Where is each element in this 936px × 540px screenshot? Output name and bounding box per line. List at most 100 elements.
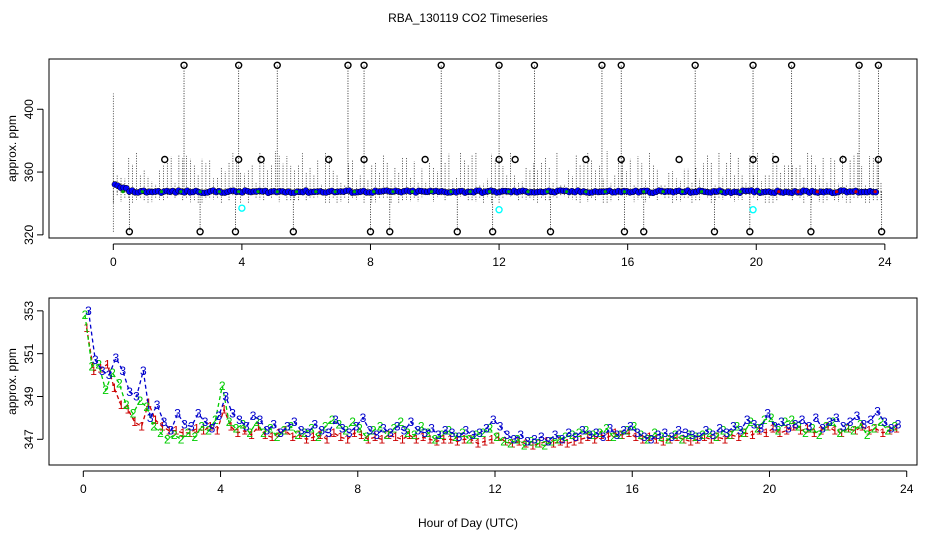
series-marker-3: 3 — [737, 424, 744, 438]
series-marker-3: 3 — [867, 413, 874, 427]
series-marker-1: 1 — [584, 430, 591, 444]
series-marker-2: 2 — [679, 432, 686, 446]
series-marker-2: 2 — [569, 428, 576, 442]
series-marker-2: 2 — [514, 432, 521, 446]
series-marker-2: 2 — [384, 428, 391, 442]
series-marker-3: 3 — [504, 428, 511, 442]
series-marker-2: 2 — [535, 437, 542, 451]
x-tick-label: 8 — [367, 255, 374, 269]
series-marker-3: 3 — [812, 411, 819, 425]
series-marker-2: 2 — [438, 428, 445, 442]
series-marker-3: 3 — [579, 424, 586, 438]
series-marker-3: 3 — [806, 419, 813, 433]
series-marker-3: 3 — [888, 422, 895, 436]
series-marker-3: 3 — [511, 432, 518, 446]
outlier-point — [386, 228, 394, 236]
x-tick-label: 4 — [239, 255, 246, 269]
series-marker-2: 2 — [596, 426, 603, 440]
series-marker-2: 2 — [95, 357, 102, 371]
outlier-point — [437, 61, 445, 69]
series-marker-3: 3 — [161, 415, 168, 429]
series-marker-2: 2 — [576, 426, 583, 440]
series-marker-2: 2 — [219, 379, 226, 393]
series-marker-3: 3 — [414, 424, 421, 438]
series-marker-1: 1 — [166, 424, 173, 438]
series-marker-2: 2 — [816, 428, 823, 442]
data-point — [564, 190, 569, 194]
series-marker-1: 1 — [852, 424, 859, 438]
series-marker-1: 1 — [152, 413, 159, 427]
series-marker-1: 1 — [879, 426, 886, 440]
series-marker-3: 3 — [565, 426, 572, 440]
outlier-point — [640, 228, 648, 236]
series-marker-1: 1 — [790, 419, 797, 433]
series-marker-2: 2 — [349, 415, 356, 429]
x-tick-label: 24 — [900, 482, 914, 496]
series-marker-3: 3 — [222, 389, 229, 403]
series-marker-3: 3 — [463, 424, 470, 438]
outlier-point — [421, 155, 429, 164]
series-marker-2: 2 — [137, 394, 144, 408]
series-marker-1: 1 — [797, 424, 804, 438]
series-marker-3: 3 — [339, 422, 346, 436]
series-marker-3: 3 — [524, 434, 531, 448]
outlier-point — [125, 228, 134, 236]
series-marker-3: 3 — [298, 424, 305, 438]
series-marker-2: 2 — [109, 366, 116, 380]
series-marker-3: 3 — [243, 419, 250, 433]
series-marker-2: 2 — [233, 422, 240, 436]
series-marker-1: 1 — [550, 437, 557, 451]
series-marker-3: 3 — [874, 404, 881, 418]
series-marker-3: 3 — [188, 419, 195, 433]
y-tick-label: 353 — [22, 301, 36, 321]
series-marker-2: 2 — [891, 419, 898, 433]
series-marker-3: 3 — [517, 428, 524, 442]
series-marker-1: 1 — [653, 432, 660, 446]
series-marker-3: 3 — [661, 426, 668, 440]
series-marker-1: 1 — [461, 432, 468, 446]
series-marker-2: 2 — [150, 419, 157, 433]
series-marker-3: 3 — [366, 424, 373, 438]
series-marker-1: 1 — [577, 432, 584, 446]
outlier-point — [620, 228, 629, 236]
series-marker-3: 3 — [167, 424, 174, 438]
data-point — [854, 190, 858, 194]
outlier-point — [710, 228, 719, 236]
series-marker-1: 1 — [770, 422, 777, 436]
series-marker-1: 1 — [818, 424, 825, 438]
outlier-point — [495, 61, 503, 69]
series-marker-2: 2 — [411, 428, 418, 442]
series-marker-3: 3 — [696, 430, 703, 444]
x-tick-label: 0 — [110, 255, 117, 269]
series-marker-2: 2 — [370, 424, 377, 438]
series-marker-2: 2 — [850, 424, 857, 438]
series-marker-2: 2 — [301, 426, 308, 440]
series-marker-1: 1 — [440, 432, 447, 446]
outlier-point — [180, 61, 188, 69]
series-marker-1: 1 — [406, 428, 413, 442]
series-marker-2: 2 — [157, 426, 164, 440]
data-point — [429, 190, 434, 194]
outlier-point — [453, 228, 461, 236]
series-marker-3: 3 — [394, 419, 401, 433]
series-marker-1: 1 — [612, 426, 619, 440]
series-marker-3: 3 — [490, 413, 497, 427]
series-marker-1: 1 — [310, 430, 317, 444]
series-marker-3: 3 — [710, 428, 717, 442]
series-marker-3: 3 — [325, 426, 332, 440]
data-point — [372, 190, 376, 194]
chart-title: RBA_130119 CO2 Timeseries — [388, 11, 548, 25]
series-marker-3: 3 — [250, 409, 257, 423]
series-marker-2: 2 — [288, 419, 295, 433]
outlier-point — [360, 61, 368, 69]
series-marker-2: 2 — [143, 400, 150, 414]
series-marker-2: 2 — [363, 430, 370, 444]
series-marker-3: 3 — [408, 415, 415, 429]
series-marker-1: 1 — [420, 430, 427, 444]
series-marker-2: 2 — [274, 430, 281, 444]
data-point — [680, 190, 684, 194]
series-marker-1: 1 — [866, 424, 873, 438]
series-marker-1: 1 — [722, 432, 729, 446]
series-marker-3: 3 — [668, 430, 675, 444]
series-marker-1: 1 — [728, 428, 735, 442]
